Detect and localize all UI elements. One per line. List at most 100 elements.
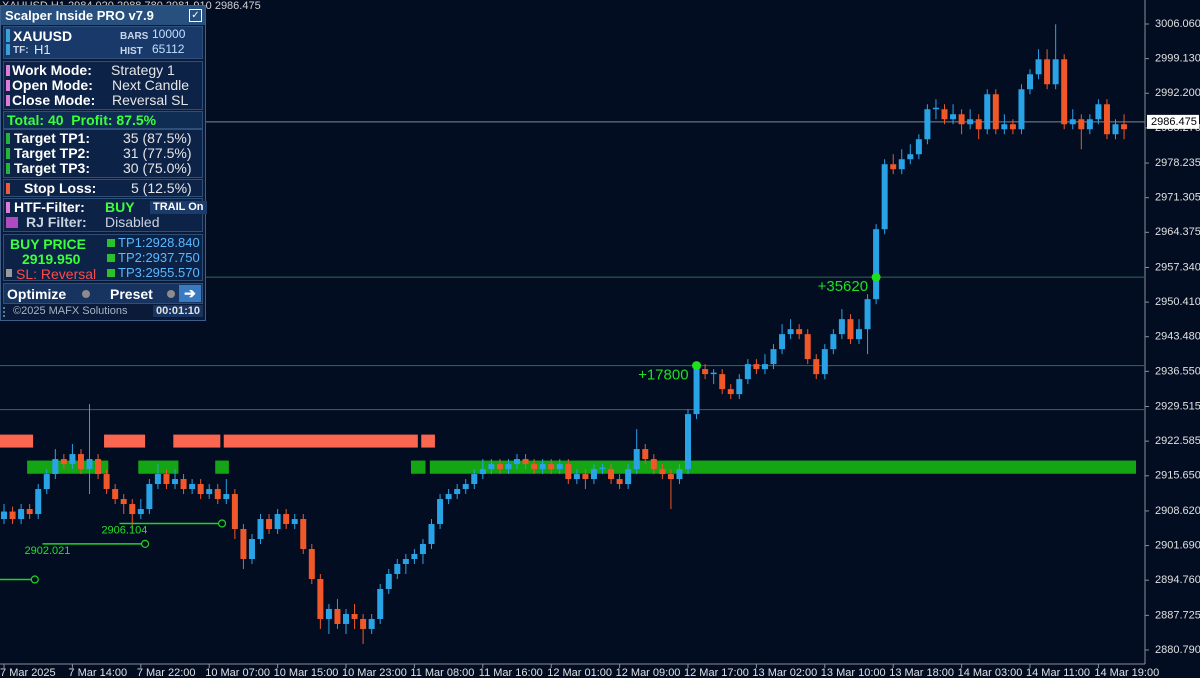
candle-body — [736, 379, 743, 395]
candle-body — [727, 389, 734, 395]
next-button[interactable]: ➔ — [179, 285, 201, 302]
y-tick-label: 2880.790 — [1155, 644, 1200, 656]
target-row: Target TP1: 35 (87.5%) — [4, 131, 202, 146]
y-tick-label: 2964.375 — [1155, 226, 1200, 238]
candle-body — [1035, 59, 1042, 75]
zone — [421, 434, 435, 448]
candle-body — [761, 364, 768, 370]
candle-body — [35, 489, 42, 515]
candle-body — [428, 524, 435, 545]
candle-body — [873, 229, 880, 300]
mode-value: Next Candle — [112, 77, 190, 93]
row-tag — [6, 29, 10, 42]
rj-value: Disabled — [105, 214, 160, 230]
candle-body — [368, 618, 375, 629]
candle-body — [779, 334, 786, 350]
x-tick-label: 11 Mar 16:00 — [479, 667, 543, 678]
target-value: 35 (87.5%) — [123, 130, 192, 146]
candle-body — [667, 474, 674, 480]
candle-body — [838, 319, 845, 335]
candle-body — [257, 519, 264, 540]
candle-body — [864, 299, 871, 330]
zone — [410, 460, 426, 474]
stop-level-end — [217, 519, 227, 528]
candle-body — [189, 484, 196, 490]
candle-body — [932, 107, 939, 110]
signal-label: +35620 — [818, 278, 868, 295]
candle-body — [633, 449, 640, 470]
footer-grip — [3, 307, 8, 317]
row-tag — [6, 163, 10, 174]
y-tick-label: 2971.305 — [1155, 192, 1200, 204]
candle-body — [86, 459, 93, 470]
candle-body — [377, 588, 384, 619]
zone — [173, 434, 221, 448]
y-tick-label: 2915.650 — [1155, 470, 1200, 482]
zone — [215, 460, 229, 474]
candle-body — [18, 509, 25, 520]
current-price-label: 2986.475 — [1151, 116, 1197, 128]
y-tick-label: 2887.725 — [1155, 609, 1200, 621]
x-tick-label: 13 Mar 10:00 — [821, 667, 886, 678]
candle-body — [206, 489, 213, 495]
buy-price: 2919.950 — [22, 251, 81, 267]
current-price-box — [1147, 114, 1199, 129]
x-tick-label: 7 Mar 14:00 — [68, 667, 127, 678]
mode-row: Close Mode: Reversal SL — [4, 93, 202, 108]
candle-body — [531, 464, 538, 470]
y-tick-label: 2943.480 — [1155, 331, 1200, 343]
htf-label: HTF-Filter: — [14, 199, 85, 215]
x-tick-label: 13 Mar 02:00 — [752, 667, 817, 678]
candle-body — [60, 459, 67, 465]
candle-body — [890, 164, 897, 170]
candle-body — [360, 618, 367, 629]
preset-button[interactable]: Preset — [110, 286, 153, 302]
candle-body — [915, 139, 922, 155]
candle-body — [240, 529, 247, 560]
y-tick-label: 2999.130 — [1155, 53, 1200, 65]
candle-body — [958, 114, 965, 125]
candle-body — [445, 494, 452, 500]
modes-section: Work Mode: Strategy 1 Open Mode: Next Cand… — [3, 61, 203, 110]
candle-body — [710, 372, 717, 375]
candle-body — [590, 469, 597, 480]
candle-body — [1044, 59, 1051, 85]
panel-checkbox[interactable]: ✓ — [189, 9, 202, 22]
candle-body — [248, 539, 255, 560]
candle-body — [1018, 89, 1025, 130]
optimize-button[interactable]: Optimize — [7, 286, 67, 302]
stop-value: 5 (12.5%) — [131, 180, 192, 196]
mode-value: Strategy 1 — [111, 62, 175, 78]
rj-row: RJ Filter: Disabled — [4, 215, 202, 230]
candle-body — [992, 94, 999, 130]
candle-body — [266, 519, 273, 530]
candle-body — [685, 414, 692, 470]
row-tag — [6, 183, 10, 194]
row-tag — [6, 65, 10, 76]
candle-body — [548, 464, 555, 470]
signal-dot — [871, 272, 881, 282]
tp-marker — [107, 254, 115, 262]
zone — [104, 434, 146, 448]
candle-body — [1103, 104, 1110, 135]
rj-label: RJ Filter: — [26, 214, 87, 230]
candle-body — [1112, 124, 1119, 135]
candle-body — [300, 519, 307, 550]
candle-body — [573, 474, 580, 480]
candle-body — [770, 349, 777, 365]
candle-body — [120, 499, 127, 505]
sl-mode: SL: Reversal — [16, 266, 97, 282]
y-tick-label: 2894.760 — [1155, 574, 1200, 586]
trail-button[interactable]: TRAIL On — [150, 201, 207, 214]
x-tick-label: 10 Mar 15:00 — [274, 667, 339, 678]
candle-body — [787, 329, 794, 335]
candle-body — [744, 364, 751, 380]
y-tick-label: 2936.550 — [1155, 365, 1200, 377]
stop-level-label: 2902.021 — [24, 545, 70, 557]
candle-body — [103, 474, 110, 490]
stop-label: Stop Loss: — [24, 180, 97, 196]
x-tick-label: 14 Mar 11:00 — [1026, 667, 1090, 678]
tp-marker — [107, 239, 115, 247]
optimize-indicator — [82, 290, 90, 298]
